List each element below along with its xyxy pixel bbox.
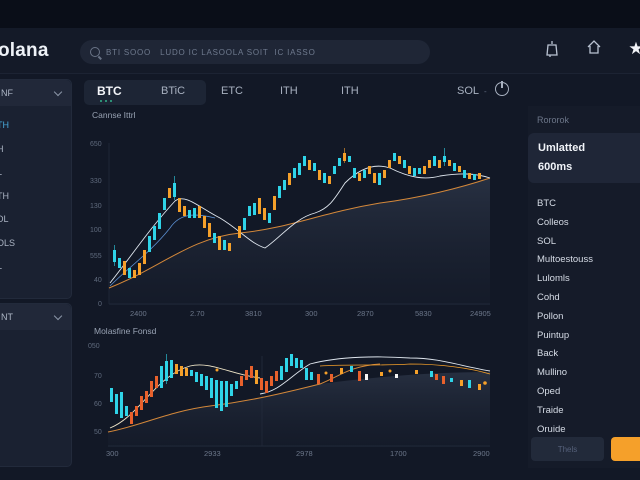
svg-text:1700: 1700 xyxy=(390,449,407,458)
chevron-down-icon xyxy=(53,87,63,96)
trading-dashboard: olana ★ NF TH H L TH DL OLS L xyxy=(0,28,640,480)
tab-label: BTC xyxy=(97,84,122,98)
list-item[interactable]: SOL xyxy=(537,235,557,247)
secondary-panel: NT xyxy=(0,303,72,467)
watchlist-dropdown[interactable]: NF xyxy=(0,80,71,106)
top-icons: ★ xyxy=(544,40,640,58)
svg-text:50: 50 xyxy=(94,429,102,436)
chart-area: BTC BTiC ETC ITH ITH SOL - Cannse Ittrl xyxy=(80,78,520,468)
svg-text:300: 300 xyxy=(305,309,318,318)
svg-text:2.70: 2.70 xyxy=(190,309,205,318)
svg-text:2978: 2978 xyxy=(296,449,313,458)
latency-value: 600ms xyxy=(538,161,573,173)
power-icon[interactable] xyxy=(495,81,509,96)
active-tab-highlight xyxy=(84,80,206,105)
pair-select-value: SOL xyxy=(457,85,480,97)
watchlist: TH H L TH DL OLS L xyxy=(0,106,71,279)
watchlist-item[interactable]: L xyxy=(0,161,71,185)
bottom-chart-title: Molasfine Fonsd xyxy=(94,326,157,336)
bottom-candlestick-chart[interactable]: 050 70 60 50 xyxy=(80,336,520,466)
search-bar[interactable] xyxy=(80,40,430,64)
candles xyxy=(110,354,487,424)
top-candlestick-chart[interactable]: 650 330 130 100 555 40 0 xyxy=(80,118,520,318)
right-panel-title: Rororok xyxy=(537,115,570,125)
symbol-tabs: BTC BTiC ETC ITH ITH SOL - xyxy=(80,78,520,106)
top-chart-title: Cannse Ittrl xyxy=(92,110,136,120)
pair-select-separator: - xyxy=(484,86,487,96)
svg-text:100: 100 xyxy=(90,227,102,234)
watchlist-item[interactable]: H xyxy=(0,143,4,154)
secondary-dropdown[interactable]: NT xyxy=(0,304,71,330)
list-item[interactable]: Back xyxy=(537,348,559,360)
secondary-button[interactable]: Thels xyxy=(531,437,604,461)
right-panel-list: BTC Colleos SOL Multoestouss Lulomls Coh… xyxy=(537,195,593,439)
status-label: Umlatted xyxy=(538,142,586,154)
svg-text:60: 60 xyxy=(94,401,102,408)
tab-indicator xyxy=(100,100,112,102)
status-card: Umlatted 600ms xyxy=(528,133,640,183)
list-item[interactable]: Pollon xyxy=(537,310,564,322)
watchlist-item[interactable]: OLS xyxy=(0,237,16,248)
watchlist-item[interactable]: TH xyxy=(0,190,9,201)
svg-text:40: 40 xyxy=(94,277,102,284)
notification-bell-icon[interactable] xyxy=(544,40,560,58)
app-logo: olana xyxy=(0,40,49,61)
svg-text:3810: 3810 xyxy=(245,309,262,318)
list-item[interactable]: Mullino xyxy=(537,367,568,379)
tab-ith-2[interactable]: ITH xyxy=(341,85,359,97)
home-icon[interactable] xyxy=(586,40,602,58)
x-axis: 2400 2.70 3810 300 2870 5830 24905 xyxy=(130,309,491,318)
svg-text:130: 130 xyxy=(90,203,102,210)
list-item[interactable]: BTC xyxy=(537,198,556,209)
list-item[interactable]: Puintup xyxy=(537,329,570,341)
list-item[interactable]: Oped xyxy=(537,385,561,397)
watchlist-panel: NF TH H L TH DL OLS L xyxy=(0,79,72,299)
svg-text:650: 650 xyxy=(90,141,102,148)
watchlist-item[interactable]: DL xyxy=(0,214,9,224)
y-axis: 650 330 130 100 555 40 0 xyxy=(90,141,102,308)
svg-text:24905: 24905 xyxy=(470,309,491,318)
secondary-header: NT xyxy=(1,312,13,322)
x-axis: 300 2933 2978 1700 2900 xyxy=(106,449,490,458)
svg-text:2933: 2933 xyxy=(204,449,221,458)
svg-text:5830: 5830 xyxy=(415,309,432,318)
list-item[interactable]: Oruide xyxy=(537,423,566,435)
tab-ith[interactable]: ITH xyxy=(280,85,298,97)
tab-etc[interactable]: ETC xyxy=(221,85,243,97)
svg-text:2900: 2900 xyxy=(473,449,490,458)
search-input[interactable] xyxy=(106,47,406,57)
svg-text:2870: 2870 xyxy=(357,309,374,318)
watchlist-header: NF xyxy=(1,88,13,98)
candles xyxy=(113,148,481,278)
svg-text:050: 050 xyxy=(88,343,100,350)
list-item[interactable]: Multoestouss xyxy=(537,254,593,266)
tab-btc[interactable]: BTC xyxy=(97,84,122,102)
svg-text:555: 555 xyxy=(90,253,102,260)
pair-select[interactable]: SOL - xyxy=(457,85,487,97)
svg-text:300: 300 xyxy=(106,449,119,458)
svg-text:0: 0 xyxy=(98,301,102,308)
search-icon xyxy=(90,47,100,57)
chevron-down-icon xyxy=(53,311,63,320)
top-bar: olana ★ xyxy=(0,28,640,74)
list-item[interactable]: Traide xyxy=(537,404,564,416)
watchlist-item[interactable]: TH xyxy=(0,120,9,130)
list-item[interactable]: Cohd xyxy=(537,291,560,303)
primary-button[interactable]: O xyxy=(611,437,640,461)
svg-text:330: 330 xyxy=(90,178,102,185)
svg-text:70: 70 xyxy=(94,373,102,380)
watchlist-item[interactable]: L xyxy=(0,255,71,279)
right-panel: Rororok Umlatted 600ms BTC Colleos SOL M… xyxy=(528,106,640,468)
list-item[interactable]: Lulomls xyxy=(537,273,570,285)
list-item[interactable]: Colleos xyxy=(537,216,569,228)
y-axis: 050 70 60 50 xyxy=(88,343,102,436)
tab-btic[interactable]: BTiC xyxy=(161,85,186,97)
star-icon[interactable]: ★ xyxy=(628,39,640,58)
svg-text:2400: 2400 xyxy=(130,309,147,318)
